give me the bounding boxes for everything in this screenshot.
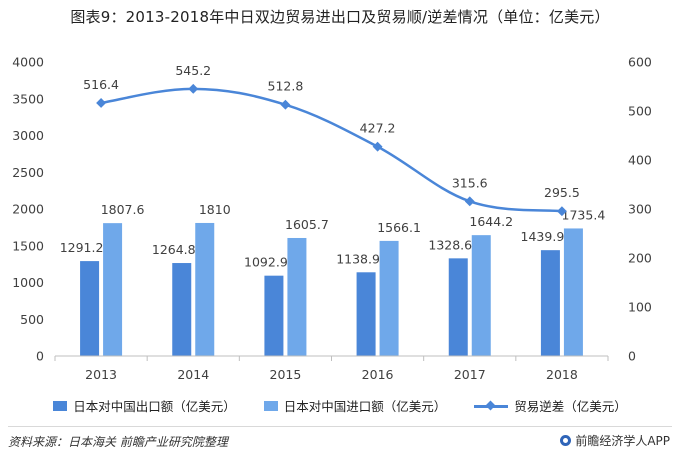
y-right-tick-label: 0 <box>628 349 636 364</box>
legend-label-import: 日本对中国进口额（亿美元） <box>283 399 447 414</box>
data-label-import: 1644.2 <box>469 214 513 229</box>
data-label-import: 1735.4 <box>562 207 606 222</box>
y-right-tick-label: 200 <box>628 251 652 266</box>
data-label-import: 1807.6 <box>101 202 145 217</box>
legend-swatch-deficit <box>474 401 509 411</box>
deficit-marker <box>280 99 291 110</box>
data-label-export: 1138.9 <box>336 251 380 266</box>
bar-export <box>264 275 284 356</box>
y-right-tick-label: 400 <box>628 153 652 168</box>
data-label-export: 1291.2 <box>60 240 104 255</box>
y-right-tick-label: 100 <box>628 300 652 315</box>
legend-label-export: 日本对中国出口额（亿美元） <box>73 399 236 414</box>
x-tick-label: 2014 <box>177 367 209 382</box>
source-note: 资料来源：日本海关 前瞻产业研究院整理 <box>8 435 228 449</box>
chart-legend: 日本对中国出口额（亿美元） 日本对中国进口额（亿美元） 贸易逆差（亿美元） <box>0 396 680 415</box>
data-label-export: 1264.8 <box>152 242 196 257</box>
y-left-tick-label: 500 <box>20 312 44 327</box>
legend-item-export: 日本对中国出口额（亿美元） <box>53 396 236 415</box>
x-tick-label: 2017 <box>454 367 486 382</box>
deficit-marker <box>464 196 475 207</box>
data-label-deficit: 512.8 <box>268 79 304 94</box>
legend-label-deficit: 贸易逆差（亿美元） <box>514 399 627 414</box>
brand-name: 前瞻经济学人APP <box>575 434 670 448</box>
brand-logo-icon <box>560 435 572 446</box>
bar-export <box>356 272 376 356</box>
bar-import <box>379 240 399 356</box>
y-right-tick-label: 300 <box>628 202 652 217</box>
y-left-tick-label: 0 <box>36 349 44 364</box>
deficit-marker <box>372 141 383 152</box>
bar-import <box>471 235 491 356</box>
deficit-marker <box>556 206 567 217</box>
bar-import <box>103 223 123 356</box>
data-label-deficit: 295.5 <box>544 185 580 200</box>
bar-import <box>287 237 307 356</box>
chart-title: 图表9：2013-2018年中日双边贸易进出口及贸易顺/逆差情况（单位：亿美元） <box>70 8 610 26</box>
footer-divider <box>8 426 672 427</box>
y-left-tick-label: 2000 <box>12 202 44 217</box>
data-label-deficit: 315.6 <box>452 175 488 190</box>
deficit-line <box>100 87 563 213</box>
bar-import <box>195 222 215 356</box>
x-tick-label: 2018 <box>546 367 578 382</box>
y-right-tick-label: 600 <box>628 55 652 70</box>
data-label-export: 1092.9 <box>244 255 288 270</box>
data-label-export: 1439.9 <box>521 229 565 244</box>
legend-item-deficit: 贸易逆差（亿美元） <box>474 396 627 415</box>
x-tick-label: 2015 <box>270 367 302 382</box>
brand-credit: 前瞻经济学人APP <box>560 432 670 449</box>
x-tick-label: 2016 <box>362 367 394 382</box>
deficit-marker <box>96 98 107 108</box>
y-left-tick-label: 2500 <box>12 165 44 180</box>
data-label-import: 1566.1 <box>377 220 421 235</box>
bar-export <box>540 250 560 356</box>
y-left-tick-label: 4000 <box>12 55 44 70</box>
data-label-deficit: 427.2 <box>360 121 396 136</box>
data-label-import: 1810 <box>199 202 231 217</box>
legend-swatch-import <box>263 400 278 411</box>
legend-item-import: 日本对中国进口额（亿美元） <box>263 396 447 415</box>
y-right-tick-label: 500 <box>628 104 652 119</box>
legend-swatch-export <box>53 400 68 411</box>
data-label-export: 1328.6 <box>428 237 472 252</box>
y-left-tick-label: 3000 <box>12 128 44 143</box>
bar-export <box>80 261 100 356</box>
bar-export <box>172 263 192 356</box>
y-left-tick-label: 1500 <box>12 238 44 253</box>
bar-import <box>563 228 583 356</box>
y-left-tick-label: 3500 <box>12 91 44 106</box>
data-label-import: 1605.7 <box>285 217 329 232</box>
bar-export <box>448 258 468 356</box>
data-label-deficit: 545.2 <box>175 63 211 78</box>
x-tick-label: 2013 <box>85 367 117 382</box>
y-left-tick-label: 1000 <box>12 275 44 290</box>
data-label-deficit: 516.4 <box>83 77 119 92</box>
deficit-marker <box>188 83 199 94</box>
